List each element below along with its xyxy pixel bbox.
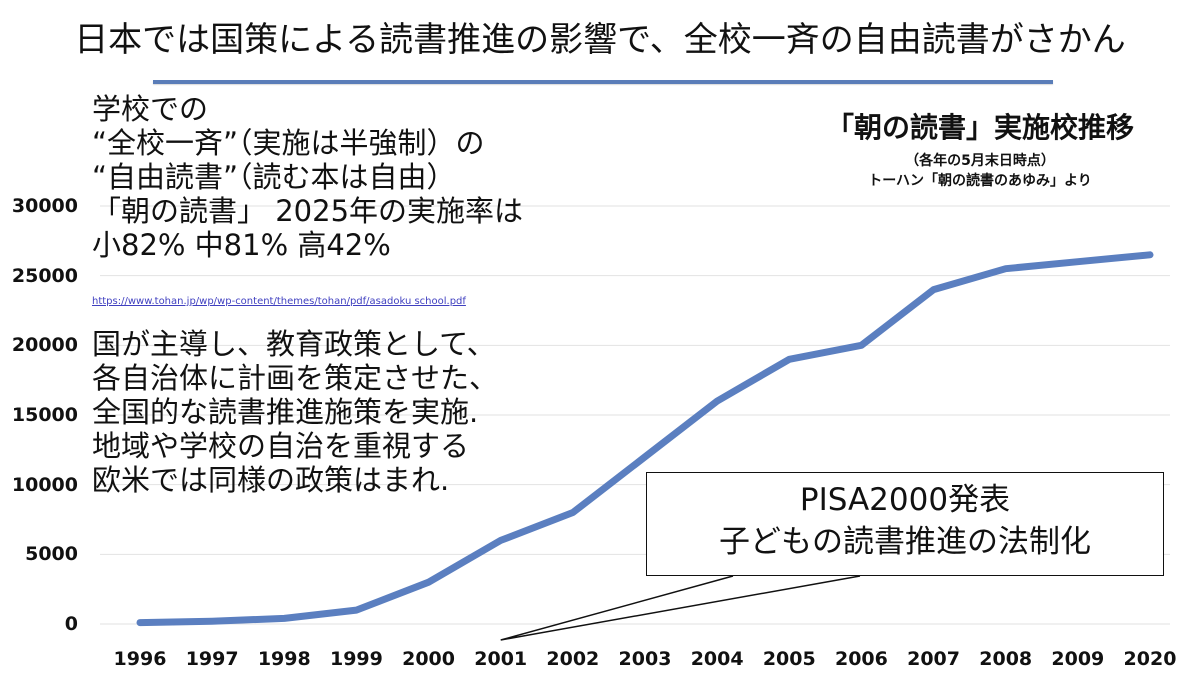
x-tick-label: 2001 — [474, 648, 528, 670]
note-line: 欧米では同様の政策はまれ. — [92, 463, 450, 497]
chart-title: 「朝の読書」実施校推移 — [825, 111, 1134, 144]
x-tick-label: 2007 — [907, 648, 960, 670]
note-line: “全校一斉”（実施は半強制）の — [92, 126, 485, 160]
series-line — [136, 251, 1154, 627]
note-line: 国が主導し、教育政策として、 — [92, 327, 496, 361]
y-tick-label: 15000 — [11, 404, 78, 426]
x-tick-label: 2000 — [402, 648, 455, 670]
y-tick-label: 25000 — [11, 264, 78, 287]
x-tick-label: 2009 — [1051, 648, 1105, 670]
x-tick-label: 1997 — [185, 648, 239, 670]
callout-tail — [500, 575, 861, 641]
callout-line-1: PISA2000発表 — [799, 482, 1011, 518]
chart-subtitle: （各年の5月末日時点） — [905, 153, 1055, 169]
x-tick-label: 2005 — [762, 648, 816, 670]
x-tick-label: 2004 — [690, 648, 744, 670]
slide-title: 日本では国策による読書推進の影響で、全校一斉の自由読書がさかん — [74, 20, 1126, 60]
x-tick-label: 1996 — [113, 648, 167, 670]
chart-source: トーハン「朝の読書のあゆみ」より — [868, 173, 1092, 189]
y-tick-label: 10000 — [11, 473, 78, 496]
note-line: 全国的な読書推進施策を実施. — [92, 395, 479, 429]
pisa-callout-box: PISA2000発表 子どもの読書推進の法制化 — [646, 472, 1164, 576]
x-tick-label: 1999 — [329, 648, 383, 670]
note-line: 小82% 中81% 高42% — [92, 228, 391, 262]
x-tick-label: 2020 — [1123, 648, 1177, 670]
y-tick-label: 20000 — [11, 334, 78, 357]
note-line: “自由読書”（読む本は自由） — [92, 160, 456, 194]
note-line: 学校での — [92, 92, 209, 126]
y-tick-label: 0 — [64, 613, 78, 635]
y-tick-label: 5000 — [25, 543, 78, 566]
x-tick-label: 2006 — [834, 648, 888, 670]
x-tick-label: 1998 — [257, 648, 311, 670]
note-line: 地域や学校の自治を重視する — [92, 429, 470, 463]
y-tick-label: 30000 — [11, 195, 78, 217]
x-tick-label: 2002 — [546, 648, 600, 670]
callout-line-2: 子どもの読書推進の法制化 — [719, 524, 1091, 560]
x-tick-label: 2008 — [979, 648, 1033, 670]
note-line: 「朝の読書」 2025年の実施率は — [92, 194, 524, 228]
notes-block-policy: 国が主導し、教育政策として、 各自治体に計画を策定させた、 全国的な読書推進施策… — [92, 327, 498, 497]
title-underline-divider — [153, 80, 1053, 84]
x-tick-label: 2003 — [618, 648, 672, 670]
callout-pointer — [500, 575, 861, 641]
note-line: 各自治体に計画を策定させた、 — [92, 361, 499, 395]
source-link[interactable]: https://www.tohan.jp/wp/wp-content/theme… — [92, 296, 466, 307]
notes-block-school-reading: 学校での “全校一斉”（実施は半強制）の “自由読書”（読む本は自由） 「朝の読… — [92, 92, 523, 262]
